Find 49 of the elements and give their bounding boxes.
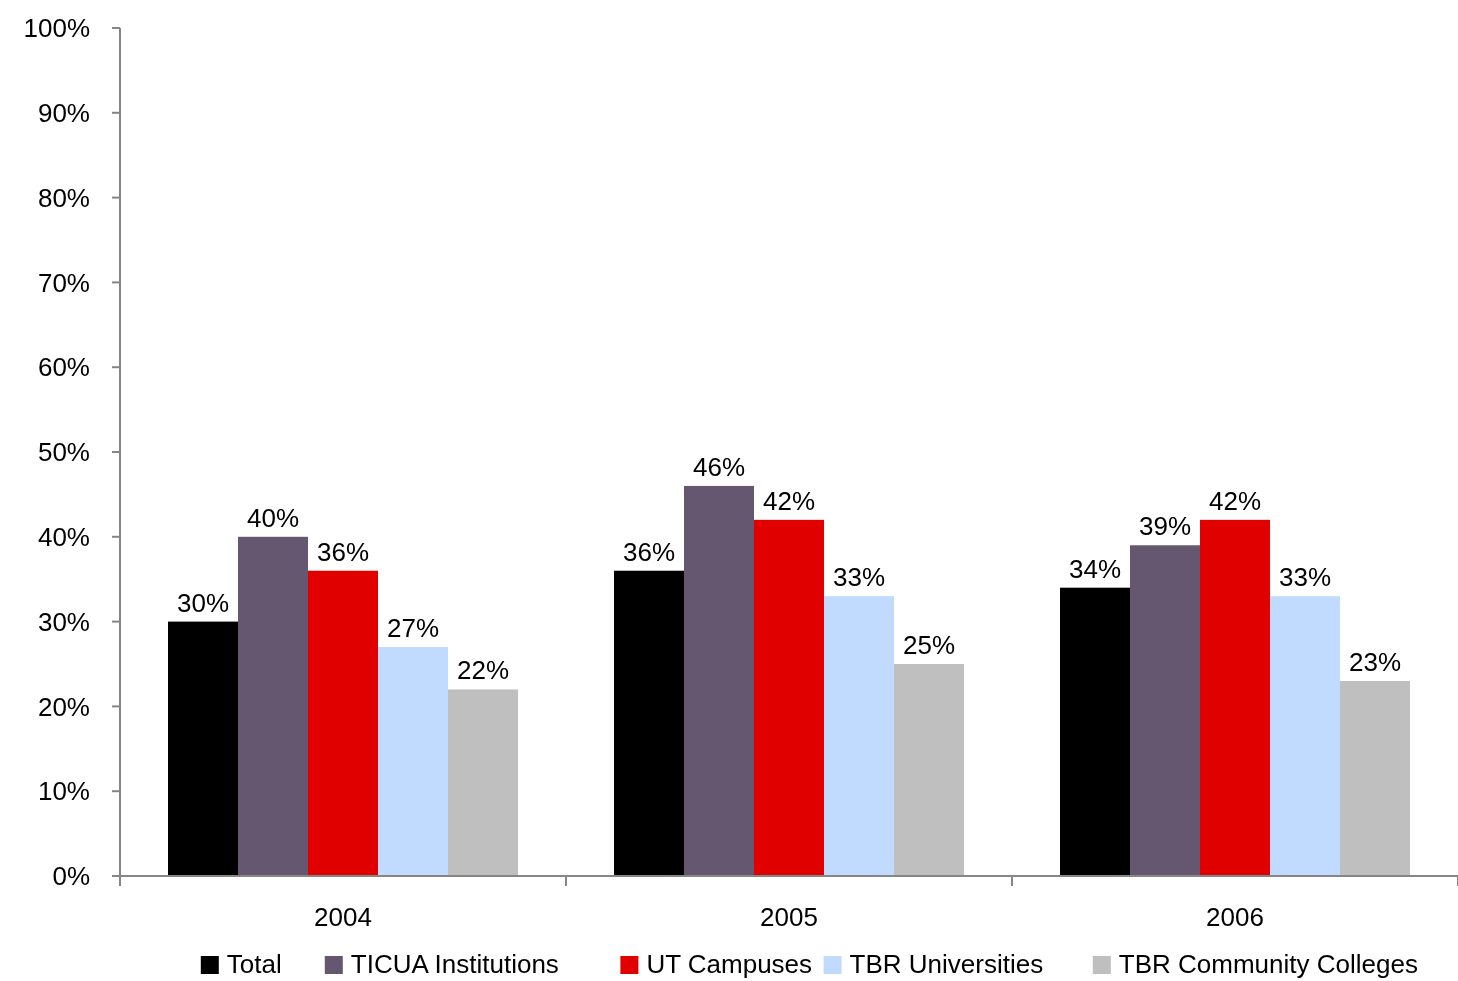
data-label: 30% xyxy=(176,587,230,618)
data-label: 40% xyxy=(246,502,300,533)
data-label: 33% xyxy=(832,562,886,593)
bar xyxy=(754,519,824,876)
data-label: 25% xyxy=(902,630,956,660)
data-label: 36% xyxy=(622,536,676,567)
data-label: 23% xyxy=(1348,646,1402,677)
legend-label: TBR Community Colleges xyxy=(1118,949,1418,979)
bar xyxy=(308,570,378,876)
bar xyxy=(614,570,684,876)
bar xyxy=(1340,680,1410,876)
data-label: 46% xyxy=(692,451,746,482)
bar xyxy=(238,536,308,876)
legend-label: UT Campuses xyxy=(646,949,813,979)
x-tick-label: 2006 xyxy=(1206,902,1264,932)
legend-label: Total xyxy=(226,949,282,979)
y-tick-label: 70% xyxy=(37,267,90,298)
y-tick-label: 30% xyxy=(37,606,90,637)
bar xyxy=(894,664,964,876)
data-label: 22% xyxy=(456,655,510,686)
bar xyxy=(684,485,754,876)
bar xyxy=(1130,545,1200,876)
data-label: 39% xyxy=(1138,511,1192,542)
y-tick-label: 40% xyxy=(37,521,90,552)
y-tick-label: 20% xyxy=(37,691,90,722)
data-label: 36% xyxy=(316,536,370,567)
y-tick-label: 60% xyxy=(37,352,90,383)
bar xyxy=(1270,596,1340,876)
bar xyxy=(1200,519,1270,876)
bar xyxy=(378,647,448,876)
legend-label: TICUA Institutions xyxy=(350,949,559,979)
data-label: 34% xyxy=(1068,553,1122,584)
y-tick-label: 50% xyxy=(37,437,90,468)
legend-label: TBR Universities xyxy=(849,949,1044,979)
bar xyxy=(448,689,518,876)
y-tick-label: 10% xyxy=(37,776,90,807)
data-label: 33% xyxy=(1278,562,1332,593)
bar xyxy=(168,621,238,876)
data-label: 42% xyxy=(1208,485,1262,516)
y-tick-label: 100% xyxy=(23,13,90,44)
y-tick-label: 0% xyxy=(52,861,90,892)
data-label: 42% xyxy=(762,485,816,516)
bar xyxy=(1060,587,1130,876)
data-label: 27% xyxy=(386,613,440,644)
y-tick-label: 80% xyxy=(37,182,90,213)
bar xyxy=(824,596,894,876)
x-tick-label: 2004 xyxy=(314,902,372,932)
y-tick-label: 90% xyxy=(37,97,90,128)
x-tick-label: 2005 xyxy=(760,902,818,932)
